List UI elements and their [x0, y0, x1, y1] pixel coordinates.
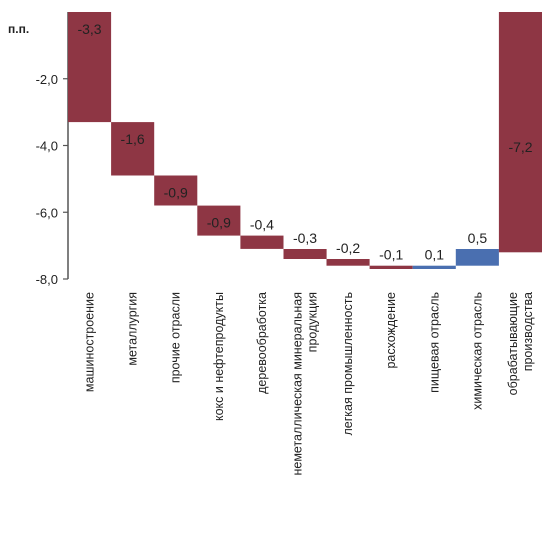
bar — [369, 265, 413, 269]
category-label: химическая отрасль — [470, 292, 484, 410]
y-tick-label: -6,0 — [36, 205, 58, 220]
category-label: производства — [521, 292, 535, 371]
bar-value-labels: -3,3 -1,6 -0,9 -0,9 -0,4 -0,3 -0,2 -0,1 0,1 0,5 -7… — [77, 21, 532, 263]
category-label: обрабатывающие — [506, 292, 520, 395]
bar — [326, 259, 370, 266]
category-label: легкая промышленность — [341, 292, 355, 436]
bar-value-label: -0,9 — [207, 215, 231, 231]
category-label: кокс и нефтепродукты — [212, 292, 226, 421]
bar — [412, 265, 456, 269]
category-label: деревообработка — [255, 292, 269, 394]
bar-value-label: 0,1 — [425, 247, 445, 263]
category-label: рaсхождение — [384, 292, 398, 369]
y-tick-label: -2,0 — [36, 72, 58, 87]
bar-value-label: -0,1 — [379, 247, 403, 263]
bar — [240, 235, 284, 249]
bar — [283, 249, 327, 259]
bar-value-label: 0,5 — [468, 230, 488, 246]
y-tick-label: -8,0 — [36, 272, 58, 287]
category-label: металлургия — [126, 292, 140, 366]
category-label: неметаллическая минеральная — [291, 292, 305, 476]
category-label: продукция — [306, 292, 320, 352]
y-axis: -2,0 -4,0 -6,0 -8,0 — [36, 12, 69, 287]
category-labels: машиностроение металлургия прочие отрасли к… — [83, 292, 536, 476]
bar — [111, 122, 155, 176]
y-tick-label: -4,0 — [36, 139, 58, 154]
bar-value-label: -0,3 — [293, 230, 317, 246]
category-label: машиностроение — [83, 292, 97, 392]
bar-value-label: -0,4 — [250, 217, 274, 233]
bar-value-label: -0,2 — [336, 240, 360, 256]
bar-value-label: -0,9 — [164, 185, 188, 201]
bar — [498, 12, 542, 253]
bar-value-label: -3,3 — [77, 21, 101, 37]
bar — [154, 175, 198, 206]
bar — [68, 12, 112, 123]
y-axis-unit: п.п. — [8, 22, 29, 36]
bar — [455, 249, 499, 266]
category-label: прочие отрасли — [169, 292, 183, 383]
category-label: пищевая отрасль — [427, 292, 441, 393]
bar-value-label: -7,2 — [508, 139, 532, 155]
bar-value-label: -1,6 — [121, 131, 145, 147]
bars — [68, 12, 542, 269]
bar — [197, 205, 241, 236]
